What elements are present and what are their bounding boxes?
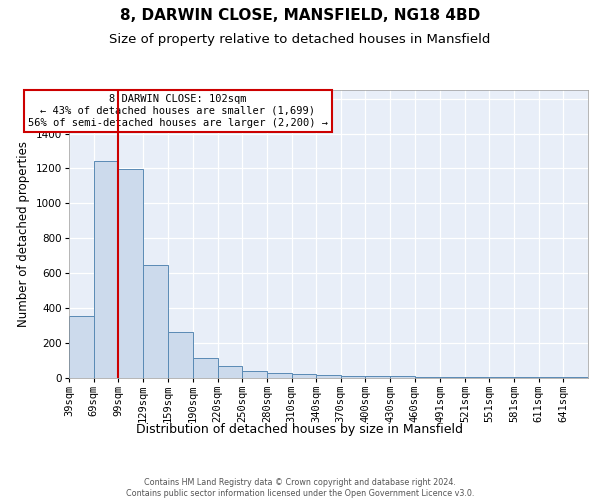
- Bar: [490, 377, 514, 378]
- Text: 8, DARWIN CLOSE, MANSFIELD, NG18 4BD: 8, DARWIN CLOSE, MANSFIELD, NG18 4BD: [120, 8, 480, 22]
- Bar: [341, 376, 365, 378]
- Bar: [242, 372, 267, 378]
- Text: Size of property relative to detached houses in Mansfield: Size of property relative to detached ho…: [109, 32, 491, 46]
- Bar: [440, 377, 465, 378]
- Bar: [94, 162, 118, 378]
- Text: Distribution of detached houses by size in Mansfield: Distribution of detached houses by size …: [137, 422, 464, 436]
- Bar: [193, 358, 218, 378]
- Bar: [118, 170, 143, 378]
- Bar: [465, 377, 490, 378]
- Bar: [167, 332, 193, 378]
- Bar: [69, 316, 94, 378]
- Bar: [143, 265, 167, 378]
- Bar: [415, 376, 440, 378]
- Y-axis label: Number of detached properties: Number of detached properties: [17, 141, 30, 327]
- Bar: [316, 376, 341, 378]
- Text: 8 DARWIN CLOSE: 102sqm
← 43% of detached houses are smaller (1,699)
56% of semi-: 8 DARWIN CLOSE: 102sqm ← 43% of detached…: [28, 94, 328, 128]
- Bar: [218, 366, 242, 378]
- Bar: [292, 374, 316, 378]
- Bar: [267, 373, 292, 378]
- Bar: [365, 376, 390, 378]
- Bar: [390, 376, 415, 378]
- Text: Contains HM Land Registry data © Crown copyright and database right 2024.
Contai: Contains HM Land Registry data © Crown c…: [126, 478, 474, 498]
